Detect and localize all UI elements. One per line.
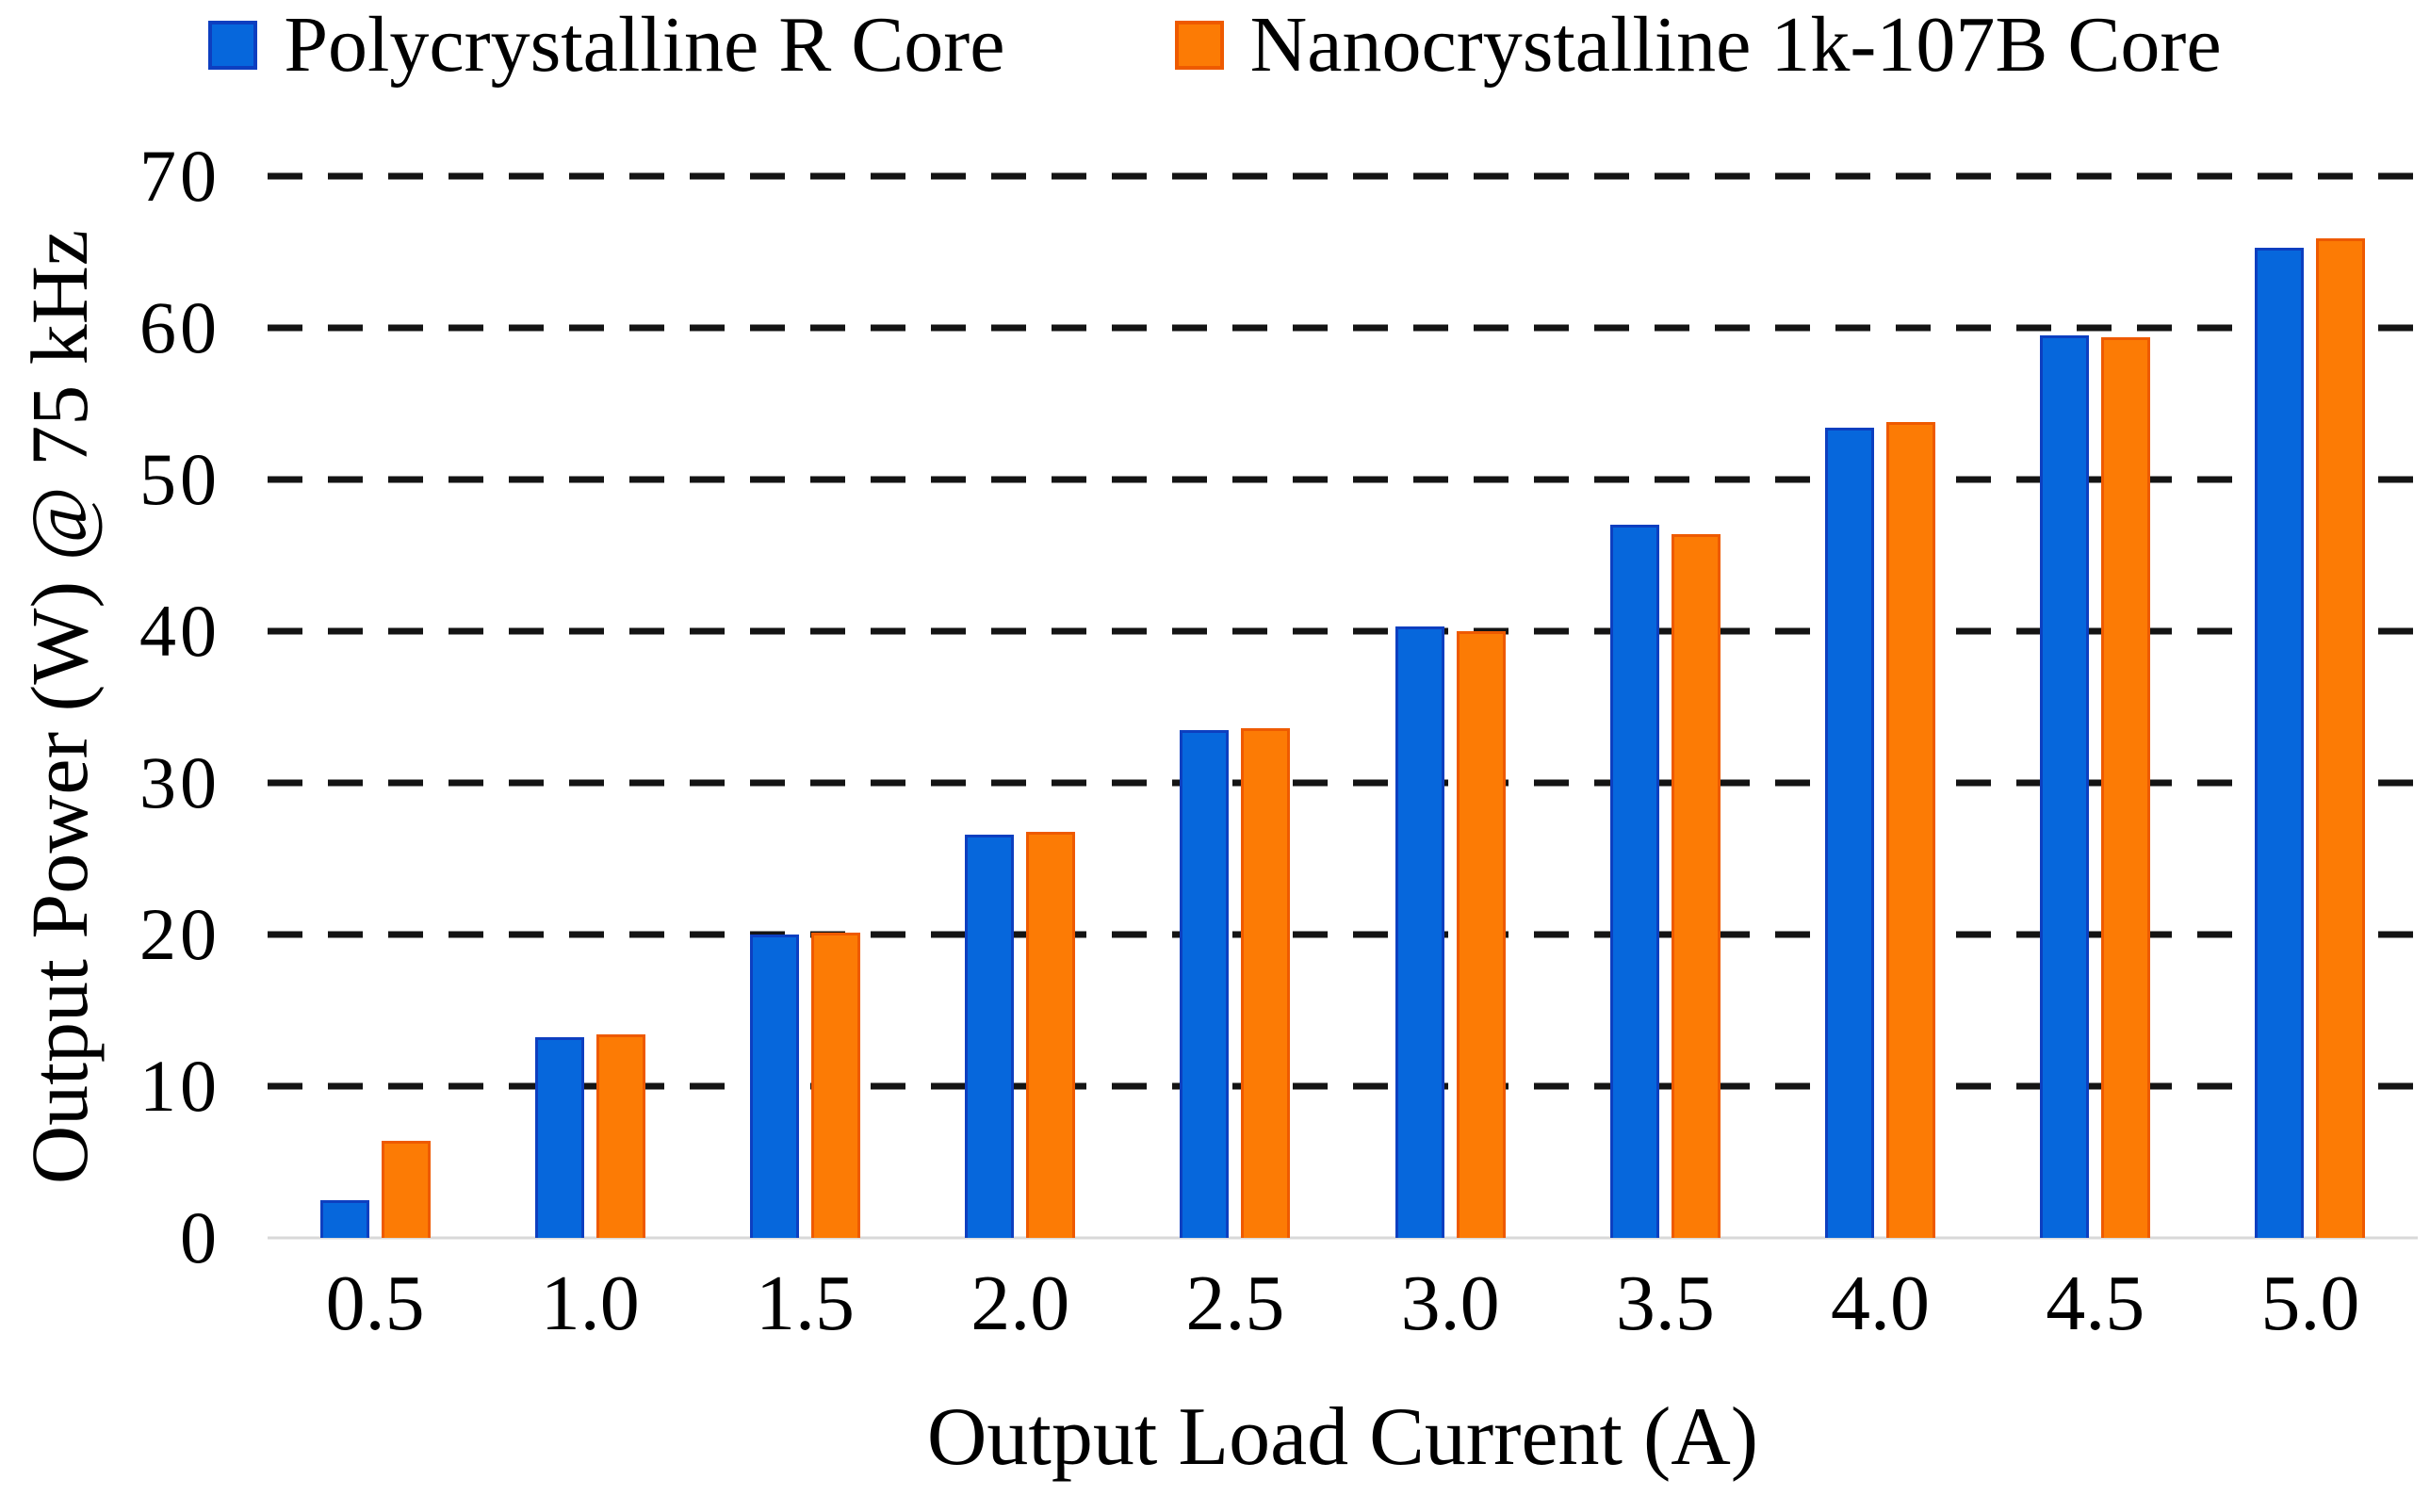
x-tick-label: 3.5 [1615,1260,1715,1347]
legend-label: Polycrystalline R Core [284,1,1005,89]
legend-entry-nanocrystalline: Nanocrystalline 1k-107B Core [1174,1,2222,89]
bar [381,1140,431,1238]
y-tick-label: 40 [139,590,220,672]
y-tick-label: 50 [139,438,220,520]
gridline-70 [268,172,2418,180]
bar-group-3.5 [1557,176,1772,1238]
bar [1825,428,1875,1238]
y-tick-label: 60 [139,286,220,368]
chart-legend: Polycrystalline R Core Nanocrystalline 1… [0,6,2430,85]
gridline-50 [268,476,2418,483]
bar-group-3.0 [1343,176,1557,1238]
bar [965,834,1015,1238]
bar-group-2.0 [913,176,1128,1238]
bar-group-5.0 [2203,176,2418,1238]
x-axis-title: Output Load Current (A) [926,1391,1759,1483]
x-tick-label: 0.5 [325,1260,425,1347]
bar-group-4.0 [1772,176,1987,1238]
x-tick-label: 3.0 [1400,1260,1500,1347]
bar [2255,247,2305,1238]
x-tick-label: 4.0 [1831,1260,1931,1347]
y-tick-label: 10 [139,1045,220,1127]
bar [1241,728,1291,1238]
gridline-30 [268,779,2418,787]
bar-group-2.5 [1128,176,1343,1238]
plot-area [268,172,2418,1240]
x-tick-label: 1.0 [540,1260,640,1347]
y-tick-label: 20 [139,893,220,975]
x-tick-label: 2.5 [1185,1260,1285,1347]
bar-group-4.5 [1988,176,2203,1238]
bar [1456,631,1506,1238]
bar [1026,831,1076,1238]
bar-groups [268,176,2418,1238]
bar-group-0.5 [268,176,482,1238]
bar [1886,421,1936,1238]
legend-swatch-blue-icon [208,21,258,70]
gridline-60 [268,324,2418,332]
x-axis-tick-labels: 0.5 1.0 1.5 2.0 2.5 3.0 3.5 4.0 4.5 5.0 [268,1264,2418,1343]
bar [595,1034,645,1238]
x-tick-label: 1.5 [756,1260,855,1347]
x-axis-baseline [268,1236,2418,1240]
bar [2101,336,2151,1238]
x-tick-label: 5.0 [2260,1260,2360,1347]
bar [2040,335,2090,1238]
bar [1609,525,1659,1238]
y-axis-tick-labels: 0 10 20 30 40 50 60 70 [0,139,237,1275]
bar [534,1037,584,1238]
bar [1180,729,1230,1238]
bar [1394,626,1444,1238]
y-tick-label: 0 [180,1196,220,1278]
bar-group-1.5 [697,176,912,1238]
gridline-10 [268,1082,2418,1090]
legend-label: Nanocrystalline 1k-107B Core [1249,1,2222,89]
bar-group-1.0 [482,176,697,1238]
legend-entry-polycrystalline: Polycrystalline R Core [208,1,1005,89]
bar [750,935,799,1238]
bar [2316,238,2366,1238]
gridline-20 [268,931,2418,938]
x-tick-label: 2.0 [970,1260,1070,1347]
bar [1671,533,1721,1238]
y-tick-label: 30 [139,741,220,823]
bar [319,1199,369,1238]
x-tick-label: 4.5 [2046,1260,2145,1347]
y-tick-label: 70 [139,135,220,217]
bar [811,933,860,1238]
legend-swatch-orange-icon [1174,21,1224,70]
gridline-40 [268,627,2418,635]
